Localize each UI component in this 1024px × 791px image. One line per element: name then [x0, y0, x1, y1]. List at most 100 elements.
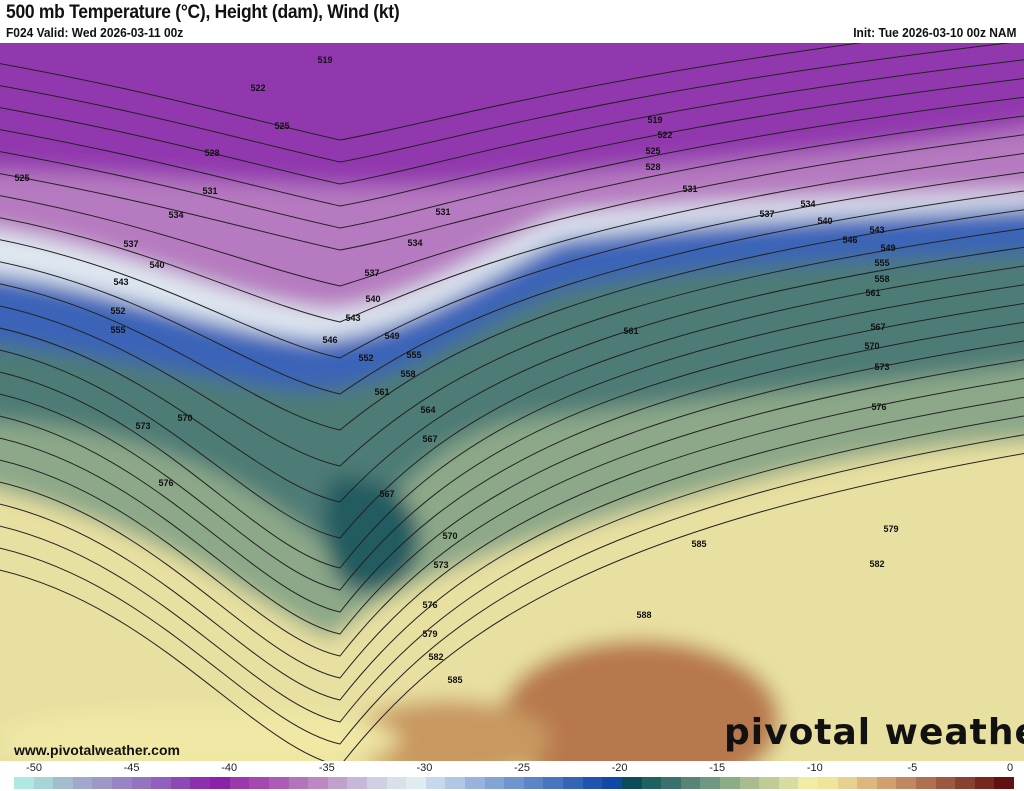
contour-label: 561 — [865, 288, 880, 298]
contour-label: 582 — [869, 559, 884, 569]
colorbar-swatch — [641, 777, 662, 789]
colorbar-swatch — [347, 777, 367, 789]
colorbar-swatch — [523, 777, 544, 789]
colorbar-tick: -30 — [416, 762, 433, 774]
contour-label: 522 — [657, 130, 672, 140]
contour-label: 573 — [874, 362, 889, 372]
contour-label: 531 — [435, 207, 450, 217]
height-contour — [0, 340, 1024, 635]
contour-label: 588 — [636, 610, 651, 620]
contour-label: 525 — [274, 121, 289, 131]
contour-label: 534 — [407, 238, 422, 248]
chart-title: 500 mb Temperature (°C), Height (dam), W… — [6, 2, 400, 23]
height-contour — [0, 59, 1024, 185]
contour-label: 567 — [422, 434, 437, 444]
temperature-field — [0, 43, 1024, 761]
colorbar-tick: -5 — [907, 762, 918, 774]
colorbar-swatch — [268, 777, 289, 789]
contour-label: 537 — [364, 268, 379, 278]
height-contour — [0, 303, 1024, 591]
contour-label: 576 — [422, 600, 437, 610]
height-contour — [0, 96, 1024, 229]
height-contour — [0, 415, 1024, 723]
contour-label: 519 — [317, 55, 332, 65]
colorbar-tick: -15 — [709, 762, 726, 774]
contour-label: 549 — [384, 331, 399, 341]
colorbar-ticks: -50 -45 -40 -35 -30 -25 -20 -15 -10 -5 0 — [0, 762, 1024, 776]
contour-label: 552 — [110, 306, 125, 316]
contour-label: 576 — [158, 478, 173, 488]
contour-label: 525 — [14, 173, 29, 183]
valid-time: F024 Valid: Wed 2026-03-11 00z — [6, 25, 184, 40]
contour-label: 555 — [874, 258, 889, 268]
contour-label: 537 — [123, 239, 138, 249]
contour-label: 522 — [250, 83, 265, 93]
contour-label: 585 — [447, 675, 462, 685]
colorbar-tick: 0 — [1006, 762, 1014, 774]
contour-label: 579 — [422, 629, 437, 639]
contour-label: 561 — [623, 326, 638, 336]
contour-label: 528 — [645, 162, 660, 172]
colorbar-swatch — [288, 777, 309, 789]
colorbar-swatch — [112, 777, 132, 789]
contour-label: 534 — [800, 199, 815, 209]
height-contour — [0, 171, 1024, 359]
colorbar-tick: -50 — [26, 762, 42, 774]
height-contour — [0, 321, 1024, 613]
height-contour — [0, 434, 1024, 745]
colorbar-swatch — [817, 777, 838, 789]
colorbar-swatch — [955, 777, 975, 789]
colorbar-swatch — [366, 777, 387, 789]
height-contour — [0, 246, 1024, 503]
colorbar-tick: -20 — [611, 762, 628, 774]
contour-label: 534 — [168, 210, 183, 220]
contour-label: 549 — [880, 243, 895, 253]
contour-label: 564 — [420, 405, 435, 415]
contour-label: 543 — [113, 277, 128, 287]
website-link[interactable]: www.pivotalweather.com — [14, 742, 180, 758]
colorbar-swatch — [210, 777, 230, 789]
colorbar-swatch — [465, 777, 485, 789]
height-contour — [0, 209, 1024, 431]
colorbar-swatch — [14, 777, 34, 789]
colorbar-swatch — [621, 777, 642, 789]
contour-label: 540 — [365, 294, 380, 304]
height-contour — [0, 43, 863, 141]
height-contour — [0, 43, 1012, 163]
colorbar-swatch — [896, 777, 917, 789]
height-contour — [0, 190, 1024, 395]
contour-label: 567 — [379, 489, 394, 499]
colorbar-swatch — [916, 777, 936, 789]
height-contour — [0, 134, 1024, 287]
colorbar-tick: -25 — [514, 762, 530, 774]
colorbar-swatch — [778, 777, 799, 789]
colorbar-swatch — [719, 777, 740, 789]
contour-label: 570 — [177, 413, 192, 423]
colorbar-swatch — [445, 777, 466, 789]
height-contour — [0, 396, 1024, 701]
colorbar-swatch — [974, 777, 995, 789]
contour-label: 525 — [645, 146, 660, 156]
contour-label: 555 — [406, 350, 421, 360]
colorbar-swatch — [563, 777, 583, 789]
contour-label: 531 — [682, 184, 697, 194]
colorbar-swatch — [190, 777, 211, 789]
colorbar-swatch — [151, 777, 171, 789]
contour-label: 543 — [869, 225, 884, 235]
colorbar-swatch — [543, 777, 564, 789]
colorbar-swatch — [759, 777, 779, 789]
contour-label: 540 — [817, 216, 832, 226]
colorbar-swatch — [229, 777, 250, 789]
contour-label: 546 — [322, 335, 337, 345]
contour-label: 531 — [202, 186, 217, 196]
contour-label: 558 — [400, 369, 415, 379]
contour-label: 519 — [647, 115, 662, 125]
colorbar-swatch — [504, 777, 524, 789]
height-contour — [0, 378, 1024, 679]
colorbar — [14, 777, 1015, 789]
contour-label: 555 — [110, 325, 125, 335]
height-contour — [0, 359, 1024, 657]
contour-label: 546 — [842, 235, 857, 245]
contour-label: 537 — [759, 209, 774, 219]
height-contour — [0, 115, 1024, 251]
